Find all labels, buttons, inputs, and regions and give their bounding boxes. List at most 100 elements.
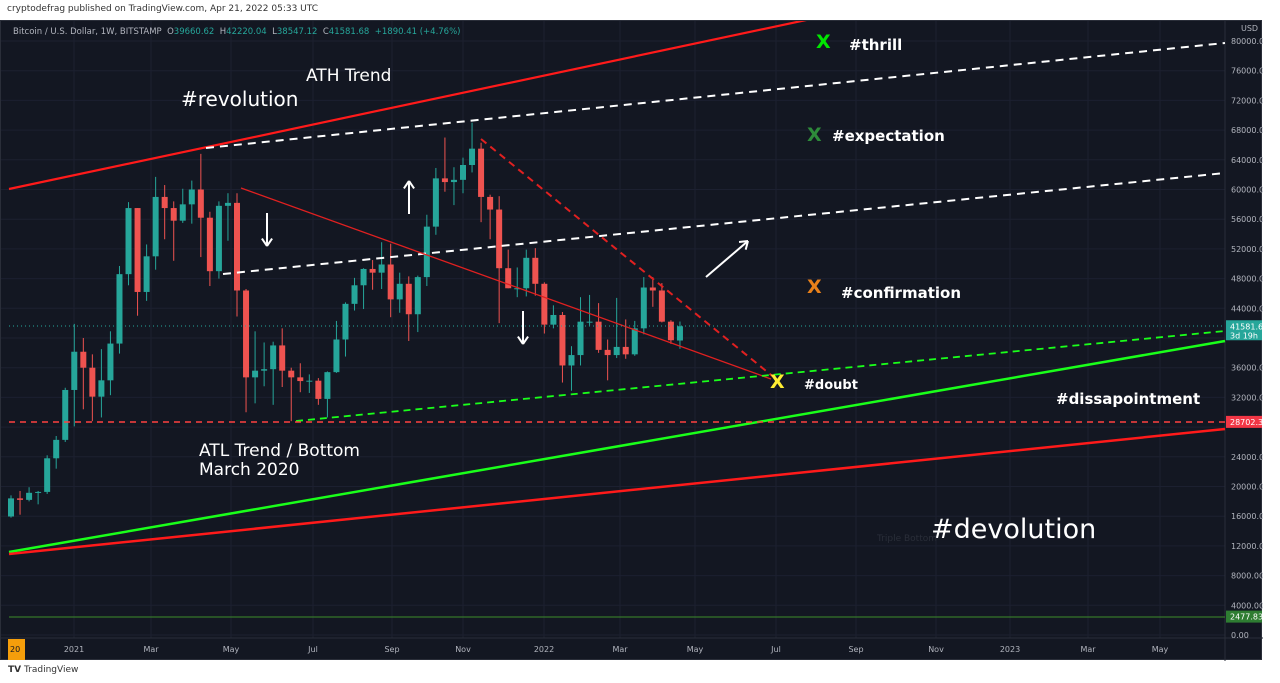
candle-body: [505, 268, 512, 289]
y-tick-label: 52000.00: [1231, 245, 1263, 254]
y-tick-label: 24000.00: [1231, 453, 1263, 462]
candle-body: [161, 196, 168, 209]
candle-body: [44, 458, 51, 492]
x-tick-label: May: [687, 645, 704, 654]
low-label: L: [272, 27, 277, 37]
candle-body: [342, 303, 349, 340]
candle-body: [423, 226, 430, 278]
candle-body: [107, 343, 114, 381]
candle-body: [270, 345, 277, 370]
low-price-tag-bg: [1226, 610, 1262, 623]
candle-body: [432, 178, 439, 227]
y-tick-label: 20000.00: [1231, 483, 1263, 492]
y-tick-label: 16000.00: [1231, 512, 1263, 521]
x-tick-label: May: [1152, 645, 1169, 654]
candle-body: [676, 326, 683, 341]
label-ath-trend: ATH Trend: [306, 66, 392, 86]
open-label: O: [167, 27, 174, 37]
label-doubt: #doubt: [804, 378, 858, 393]
descending-trend-line: [240, 187, 772, 380]
candle-body: [224, 202, 231, 206]
support-price-tag: 28702.33: [1230, 418, 1263, 427]
y-tick-label: 72000.00: [1231, 96, 1263, 105]
upper-channel-dashed: [205, 42, 1226, 149]
candle-body: [658, 290, 665, 322]
arrow-down-icon-head: [522, 336, 529, 345]
candle-body: [577, 321, 584, 356]
candle-body: [441, 178, 448, 183]
candle-body: [550, 314, 557, 325]
ath-trend-line: [8, 21, 807, 191]
candle-body: [252, 370, 259, 378]
x-mark-thrill: X: [816, 31, 831, 53]
high-label: H: [219, 27, 227, 37]
candle-body: [288, 370, 295, 378]
arrow-up-right-icon-head: [744, 240, 749, 250]
high-value: 42220.04: [226, 27, 267, 37]
x-tick-label: Mar: [1080, 645, 1096, 654]
candle-body: [261, 369, 268, 371]
chart-panel[interactable]: 80000.00 76000.00 72000.00 68000.00 64000.00…: [0, 20, 1263, 661]
candle-body: [523, 257, 530, 289]
candle-body: [586, 321, 593, 323]
y-tick-label: 76000.00: [1231, 67, 1263, 76]
x-tick-label: 2021: [64, 645, 84, 654]
x-tick-label: Sep: [384, 645, 399, 654]
candle-body: [62, 389, 69, 440]
open-value: 39660.62: [173, 27, 215, 37]
y-tick-label: 0.00: [1231, 631, 1249, 640]
y-tick-label: 60000.00: [1231, 186, 1263, 195]
support-price-tag-bg: [1226, 415, 1262, 428]
x-mark-confirmation: X: [807, 276, 822, 298]
time-cursor-label: 20: [10, 645, 20, 654]
tv-logo-icon: TV: [8, 665, 22, 675]
y-tick-label: 44000.00: [1231, 304, 1263, 313]
candle-body: [71, 351, 78, 390]
candle-body: [622, 346, 629, 355]
low-value: 38547.12: [276, 27, 318, 37]
y-tick-label: 56000.00: [1231, 215, 1263, 224]
x-tick-label: Nov: [928, 645, 944, 654]
symbol-name: Bitcoin / U.S. Dollar, 1W, BITSTAMP: [13, 27, 162, 37]
x-mark-doubt: X: [770, 371, 785, 393]
chart-canvas[interactable]: 80000.00 76000.00 72000.00 68000.00 64000.00…: [1, 21, 1263, 661]
label-expectation: #expectation: [832, 127, 945, 145]
close-label: C: [322, 27, 329, 37]
candle-body: [152, 196, 159, 257]
candle-body: [568, 355, 575, 366]
candle-body: [532, 257, 539, 284]
arrow-down-icon-head: [517, 336, 524, 345]
y-tick-label: 8000.00: [1231, 572, 1263, 581]
tradingview-logo[interactable]: TV TradingView: [8, 665, 78, 675]
candle-body: [116, 274, 123, 344]
time-cursor-bg: [8, 639, 25, 660]
change-value: +1890.41 (+4.76%): [374, 27, 461, 37]
arrow-up-right-icon-head: [738, 240, 749, 243]
candle-body: [8, 498, 14, 517]
candle-body: [197, 189, 204, 218]
candle-body: [487, 196, 494, 210]
published-info: cryptodefrag published on TradingView.co…: [7, 4, 319, 14]
label-dissapointment: #dissapointment: [1056, 390, 1201, 408]
x-tick-label: May: [223, 645, 240, 654]
candle-body: [469, 148, 476, 165]
candle-body: [478, 148, 485, 197]
candle-body: [324, 372, 331, 399]
currency-label: USD: [1241, 24, 1258, 33]
candle-body: [206, 217, 213, 272]
candle-body: [215, 205, 222, 272]
candle-body: [134, 208, 141, 292]
green-support-line: [8, 339, 1226, 554]
candle-body: [35, 491, 42, 493]
arrow-up-icon-head: [408, 180, 415, 189]
symbol-legend: Bitcoin / U.S. Dollar, 1W, BITSTAMP O396…: [13, 27, 460, 37]
candle-body: [279, 345, 286, 371]
candle-body: [387, 264, 394, 300]
candle-body: [80, 351, 87, 368]
candle-body: [143, 256, 150, 292]
candle-body: [351, 285, 358, 304]
candle-body: [414, 277, 421, 315]
arrow-up-icon-head: [403, 180, 410, 189]
candle-body: [170, 208, 177, 221]
candle-body: [188, 189, 195, 205]
